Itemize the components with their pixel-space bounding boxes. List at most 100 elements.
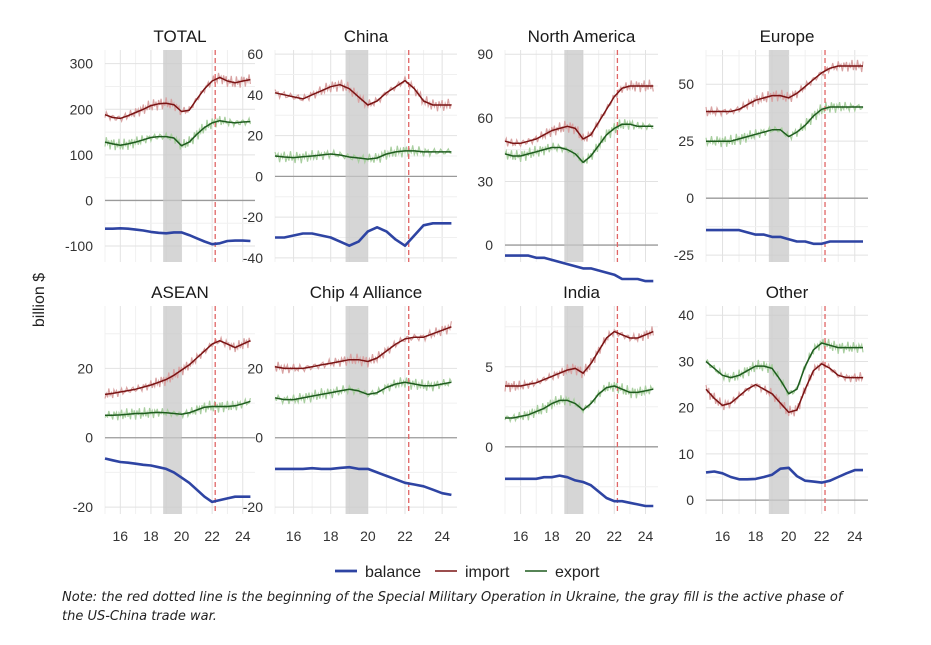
x-tick-label: 22 (397, 528, 413, 544)
balance-line (275, 222, 452, 247)
import-line (104, 76, 251, 120)
y-tick-label: 30 (678, 353, 694, 369)
export-line (104, 119, 251, 147)
balance-line (275, 465, 452, 497)
balance-line (705, 466, 863, 484)
x-tick-label: 24 (434, 528, 450, 544)
x-tick-label: 16 (113, 528, 129, 544)
x-tick-label: 20 (174, 528, 190, 544)
export-raw-line (705, 101, 864, 148)
balance-line (505, 254, 654, 283)
y-tick-label: 40 (678, 307, 694, 323)
x-tick-label: 18 (544, 528, 560, 544)
x-tick-label: 22 (204, 528, 220, 544)
y-tick-label: -40 (243, 250, 263, 266)
x-tick-label: 24 (847, 528, 863, 544)
y-tick-label: 40 (247, 87, 263, 103)
import-line (274, 79, 452, 106)
x-tick-label: 18 (748, 528, 764, 544)
y-tick-label: 0 (85, 192, 93, 208)
panel-title: Chip 4 Alliance (310, 283, 422, 302)
y-tick-label: -25 (674, 247, 694, 263)
chart-note: Note: the red dotted line is the beginni… (62, 590, 843, 624)
import-raw-line (504, 326, 654, 393)
x-tick-label: 16 (286, 528, 302, 544)
trade-war-shade (768, 50, 789, 262)
balance-line (104, 457, 251, 504)
trade-war-shade (163, 306, 182, 514)
y-tick-label: 0 (255, 430, 263, 446)
y-axis-label: billion $ (31, 273, 48, 327)
x-tick-label: 22 (606, 528, 622, 544)
y-tick-label: 50 (678, 76, 694, 92)
export-line (706, 106, 863, 142)
y-tick-label: 20 (247, 360, 263, 376)
x-tick-label: 22 (814, 528, 830, 544)
y-tick-label: 25 (678, 133, 694, 149)
panel-india: 5 0 India 16 18 20 22 24 (485, 283, 658, 544)
import-line (104, 339, 251, 396)
x-tick-label: 20 (360, 528, 376, 544)
export-line (274, 381, 452, 401)
export-line (505, 385, 654, 419)
x-tick-label: 24 (638, 528, 654, 544)
y-tick-label: -100 (65, 238, 93, 254)
x-tick-label: 20 (575, 528, 591, 544)
panel-chip-4-alliance: 20 0 -20 Chip 4 Alliance 16 18 20 22 24 (243, 283, 457, 544)
export-raw-line (504, 118, 654, 165)
panel-title: North America (528, 27, 636, 46)
balance-line (706, 228, 863, 246)
y-tick-label: 20 (77, 360, 93, 376)
x-tick-label: 16 (513, 528, 529, 544)
balance-line (105, 227, 251, 246)
panel-title: ASEAN (151, 283, 209, 302)
trade-war-shade (345, 50, 368, 262)
legend-label-balance: balance (365, 564, 421, 581)
legend-label-export: export (555, 564, 600, 581)
panel-asean: 20 0 -20 ASEAN 16 18 20 22 24 (73, 283, 255, 544)
y-tick-label: 60 (247, 46, 263, 62)
y-tick-label: 20 (247, 128, 263, 144)
panel-title: China (344, 27, 389, 46)
export-raw-line (504, 381, 654, 424)
y-tick-label: 100 (70, 147, 94, 163)
export-line (274, 150, 452, 160)
panel-north-america: 90 60 30 0 North America (477, 27, 658, 283)
panel-title: TOTAL (153, 27, 206, 46)
trade-war-shade (163, 50, 182, 262)
import-raw-line (104, 335, 251, 399)
y-tick-label: 300 (70, 56, 94, 72)
y-tick-label: 5 (485, 359, 493, 375)
y-tick-label: 0 (255, 168, 263, 184)
y-tick-label: -20 (73, 499, 93, 515)
import-raw-line (274, 76, 452, 112)
balance-line (505, 474, 654, 508)
y-tick-label: 0 (686, 190, 694, 206)
export-line (105, 400, 251, 416)
y-tick-label: 0 (686, 492, 694, 508)
x-tick-label: 24 (235, 528, 251, 544)
panel-other: 40 30 20 10 0 Other 16 18 20 22 24 (678, 283, 868, 544)
panel-europe: 50 25 0 -25 Europe (674, 27, 868, 263)
y-tick-label: -20 (243, 499, 263, 515)
y-tick-label: -20 (243, 209, 263, 225)
export-line (705, 342, 863, 395)
x-tick-label: 18 (323, 528, 339, 544)
import-line (705, 363, 863, 414)
import-line (505, 330, 654, 387)
y-tick-label: 0 (485, 237, 493, 253)
panel-title: Other (766, 283, 809, 302)
y-tick-label: 90 (477, 46, 493, 62)
import-raw-line (274, 321, 452, 374)
y-tick-label: 60 (477, 110, 493, 126)
x-tick-label: 20 (781, 528, 797, 544)
export-raw-line (104, 397, 251, 421)
panel-total: 300 200 100 0 -100 TOTAL (65, 27, 255, 262)
x-tick-label: 18 (143, 528, 159, 544)
import-line (706, 65, 863, 113)
panel-china: 60 40 20 0 -20 -40 China (243, 27, 457, 266)
y-tick-label: 200 (70, 101, 94, 117)
chart-legend: balance import export (335, 564, 600, 581)
y-tick-label: 10 (678, 446, 694, 462)
